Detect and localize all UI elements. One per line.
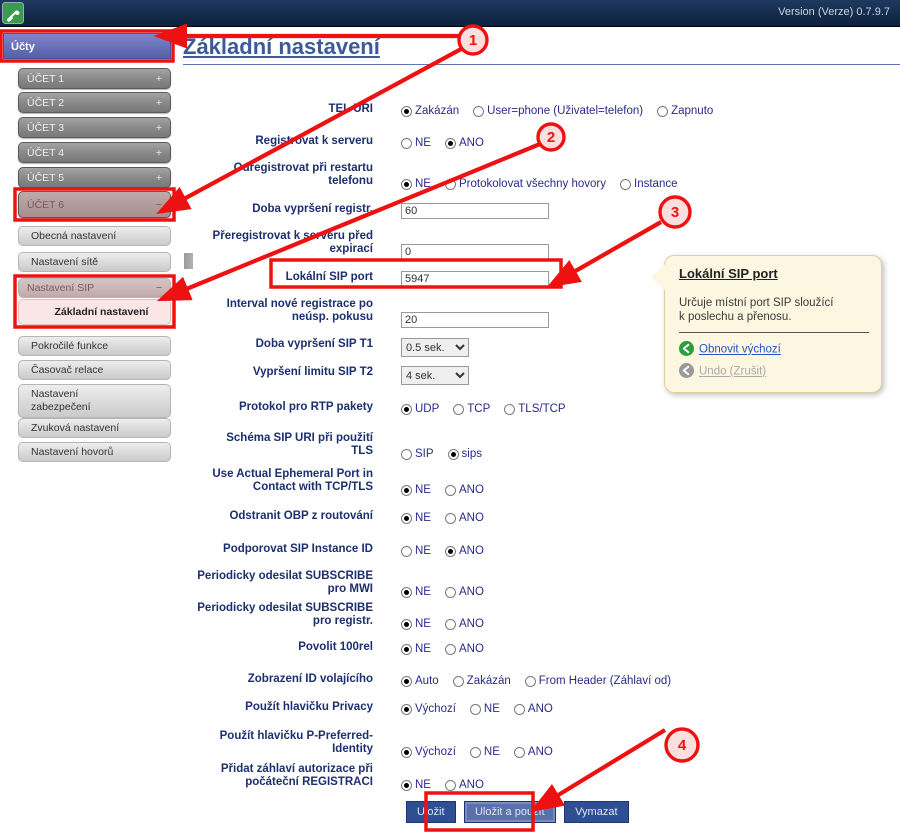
svg-text:1: 1 [469, 32, 477, 49]
